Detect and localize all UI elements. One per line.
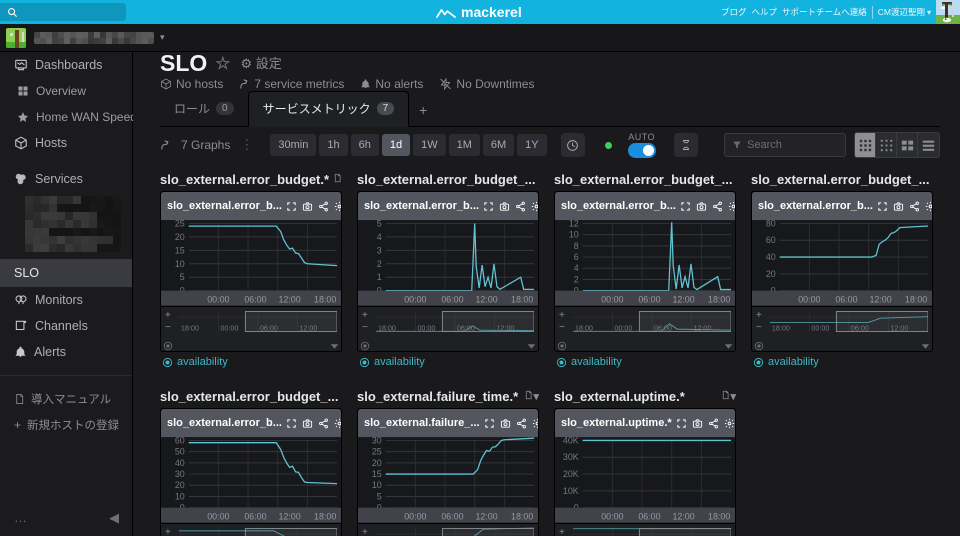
svg-text:00:00: 00:00: [220, 324, 238, 333]
svg-text:18:00: 18:00: [905, 295, 927, 305]
svg-text:12:00: 12:00: [299, 324, 317, 333]
svg-text:12:00: 12:00: [475, 512, 497, 522]
svg-text:18:00: 18:00: [378, 324, 396, 333]
svg-text:18:00: 18:00: [314, 295, 336, 305]
svg-text:4: 4: [377, 232, 382, 242]
svg-text:06:00: 06:00: [244, 295, 266, 305]
svg-text:00:00: 00:00: [601, 512, 623, 522]
svg-text:00:00: 00:00: [798, 295, 820, 305]
svg-text:12:00: 12:00: [869, 295, 891, 305]
svg-text:5: 5: [180, 272, 185, 282]
svg-text:06:00: 06:00: [835, 295, 857, 305]
svg-text:6: 6: [574, 252, 579, 262]
svg-text:40: 40: [766, 252, 776, 262]
svg-text:20: 20: [175, 232, 185, 242]
svg-text:00:00: 00:00: [417, 324, 435, 333]
svg-text:80: 80: [766, 220, 776, 228]
svg-text:18:00: 18:00: [511, 295, 533, 305]
svg-text:00:00: 00:00: [404, 295, 426, 305]
svg-text:15: 15: [372, 469, 382, 479]
svg-text:30K: 30K: [563, 452, 579, 462]
svg-text:40: 40: [175, 458, 185, 468]
svg-text:06:00: 06:00: [457, 324, 475, 333]
svg-text:12:00: 12:00: [672, 512, 694, 522]
svg-text:12:00: 12:00: [278, 295, 300, 305]
svg-text:50: 50: [175, 447, 185, 457]
svg-text:25: 25: [372, 447, 382, 457]
svg-text:10K: 10K: [563, 486, 579, 496]
svg-text:06:00: 06:00: [260, 324, 278, 333]
svg-text:00:00: 00:00: [207, 512, 229, 522]
svg-text:8: 8: [574, 241, 579, 251]
svg-text:30: 30: [175, 469, 185, 479]
svg-text:06:00: 06:00: [638, 512, 660, 522]
svg-text:18:00: 18:00: [181, 324, 199, 333]
svg-text:06:00: 06:00: [441, 512, 463, 522]
svg-text:5: 5: [377, 491, 382, 501]
svg-text:10: 10: [175, 259, 185, 269]
svg-text:2: 2: [377, 259, 382, 269]
svg-text:00:00: 00:00: [404, 512, 426, 522]
svg-text:1: 1: [377, 272, 382, 282]
svg-text:06:00: 06:00: [638, 295, 660, 305]
svg-text:60: 60: [175, 437, 185, 445]
svg-text:06:00: 06:00: [441, 295, 463, 305]
svg-text:20K: 20K: [563, 469, 579, 479]
svg-text:4: 4: [574, 263, 579, 273]
svg-text:12: 12: [569, 220, 579, 228]
svg-text:12:00: 12:00: [475, 295, 497, 305]
svg-text:15: 15: [175, 245, 185, 255]
svg-text:40K: 40K: [563, 437, 579, 445]
svg-text:00:00: 00:00: [811, 324, 829, 333]
svg-text:06:00: 06:00: [654, 324, 672, 333]
svg-text:18:00: 18:00: [708, 512, 730, 522]
svg-text:20: 20: [175, 480, 185, 490]
svg-text:10: 10: [372, 480, 382, 490]
svg-text:25: 25: [175, 220, 185, 228]
svg-text:2: 2: [574, 274, 579, 284]
svg-text:30: 30: [372, 437, 382, 445]
svg-text:18:00: 18:00: [708, 295, 730, 305]
svg-text:12:00: 12:00: [693, 324, 711, 333]
svg-text:5: 5: [377, 220, 382, 228]
svg-text:18:00: 18:00: [575, 324, 593, 333]
svg-text:60: 60: [766, 235, 776, 245]
svg-text:00:00: 00:00: [207, 295, 229, 305]
svg-text:00:00: 00:00: [614, 324, 632, 333]
svg-text:12:00: 12:00: [496, 324, 514, 333]
svg-text:00:00: 00:00: [601, 295, 623, 305]
svg-text:18:00: 18:00: [314, 512, 336, 522]
svg-text:12:00: 12:00: [890, 324, 908, 333]
svg-text:20: 20: [372, 458, 382, 468]
svg-text:10: 10: [175, 491, 185, 501]
svg-text:18:00: 18:00: [511, 512, 533, 522]
svg-text:10: 10: [569, 230, 579, 240]
svg-text:06:00: 06:00: [851, 324, 869, 333]
svg-text:3: 3: [377, 245, 382, 255]
svg-text:12:00: 12:00: [278, 512, 300, 522]
svg-text:12:00: 12:00: [672, 295, 694, 305]
svg-text:18:00: 18:00: [772, 324, 790, 333]
svg-text:20: 20: [766, 269, 776, 279]
svg-text:06:00: 06:00: [244, 512, 266, 522]
